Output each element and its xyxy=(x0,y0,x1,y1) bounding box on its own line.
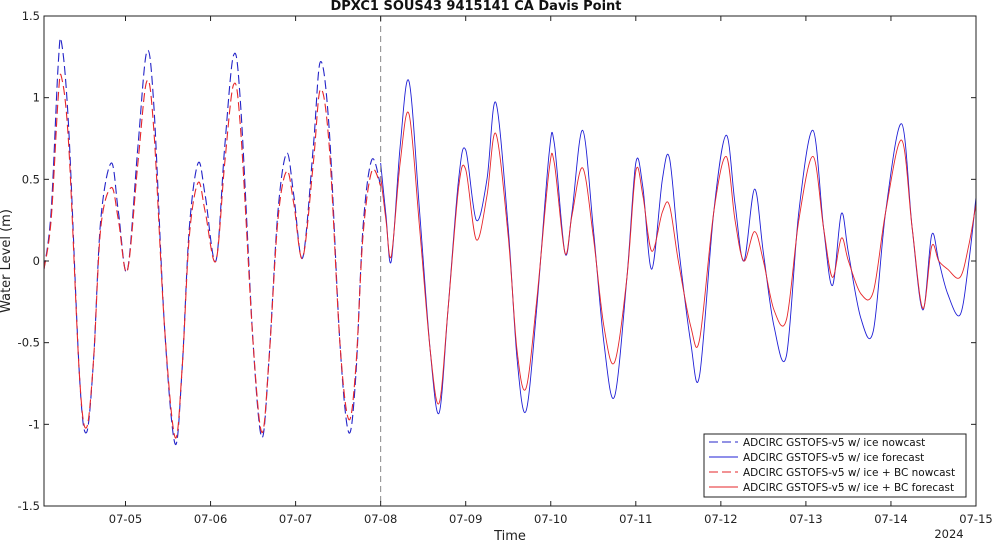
y-tick-label: -1.5 xyxy=(18,499,40,513)
plot-area: -1.5 -1 -0.5 0 0.5 1 1.5 07-05 07-06 07-07 07-08 07… xyxy=(18,9,992,526)
y-tick-label: -0.5 xyxy=(18,336,40,350)
legend-entry-label: ADCIRC GSTOFS-v5 w/ ice forecast xyxy=(743,452,924,464)
series-line-3 xyxy=(44,73,382,439)
y-tick-label: -1 xyxy=(29,417,40,431)
x-tick-label: 07-07 xyxy=(279,512,312,526)
series-line-2 xyxy=(380,79,976,415)
x-tick-label: 07-09 xyxy=(449,512,482,526)
x-tick-label: 07-12 xyxy=(704,512,737,526)
y-tick-label: 0 xyxy=(33,254,40,268)
legend-entry-label: ADCIRC GSTOFS-v5 w/ ice nowcast xyxy=(743,437,925,449)
year-label: 2024 xyxy=(934,527,963,541)
x-tick-label: 07-11 xyxy=(619,512,652,526)
x-tick-label: 07-13 xyxy=(789,512,822,526)
x-tick-label: 07-05 xyxy=(109,512,142,526)
series-layer xyxy=(44,37,976,445)
x-tick-label: 07-06 xyxy=(194,512,227,526)
legend-entry-label: ADCIRC GSTOFS-v5 w/ ice + BC forecast xyxy=(743,482,954,494)
y-tick-label: 0.5 xyxy=(22,172,40,186)
y-axis-label: Water Level (m) xyxy=(0,209,14,313)
y-tick-label: 1.5 xyxy=(22,9,40,23)
y-tick-label: 1 xyxy=(33,91,40,105)
x-axis-label: Time xyxy=(493,529,526,541)
legend: ADCIRC GSTOFS-v5 w/ ice nowcast ADCIRC GS… xyxy=(703,433,967,498)
x-tick-label: 07-08 xyxy=(364,512,397,526)
chart-title: DPXC1 SOUS43 9415141 CA Davis Point xyxy=(330,0,621,14)
legend-entry-label: ADCIRC GSTOFS-v5 w/ ice + BC nowcast xyxy=(743,467,955,479)
legend-box xyxy=(703,433,967,498)
x-tick-label: 07-14 xyxy=(874,512,907,526)
x-tick-label: 07-10 xyxy=(534,512,567,526)
series-line-4 xyxy=(380,111,976,405)
x-tick-label: 07-15 xyxy=(959,512,992,526)
series-line-1 xyxy=(44,37,382,445)
ticks-layer: -1.5 -1 -0.5 0 0.5 1 1.5 07-05 07-06 07-07 07-08 07… xyxy=(18,9,992,526)
